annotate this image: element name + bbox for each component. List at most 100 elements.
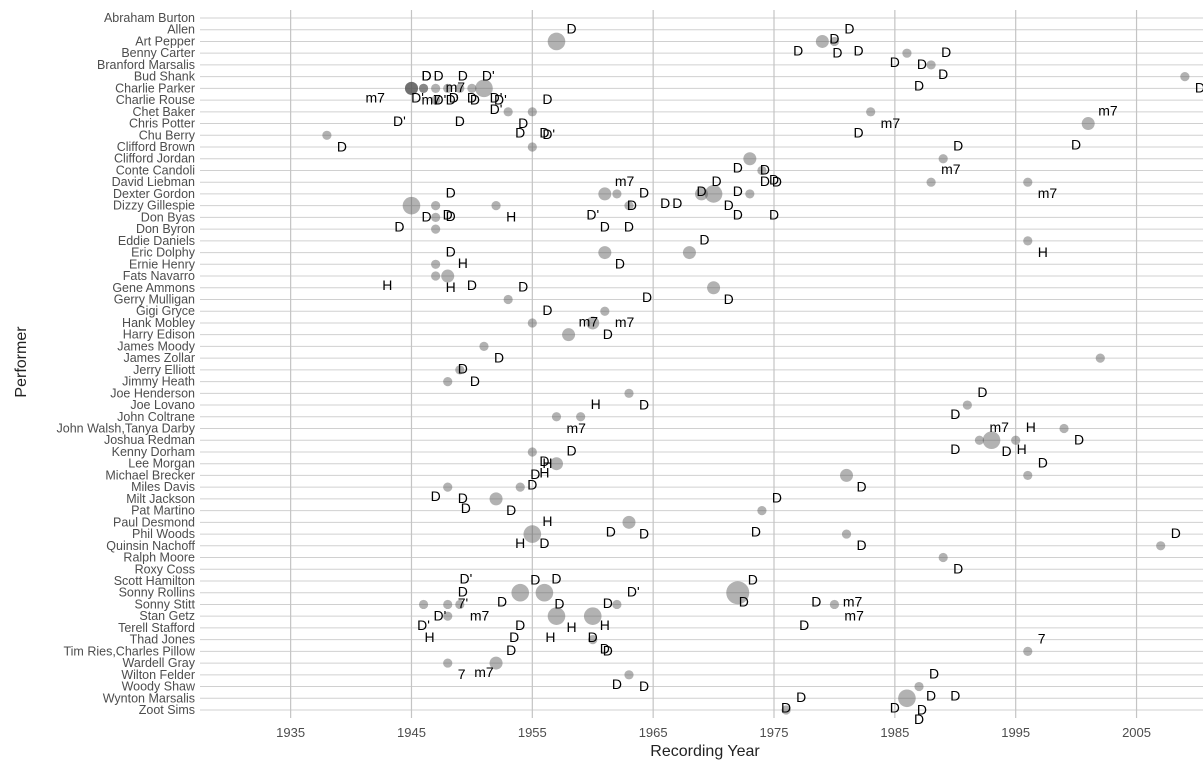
data-point <box>624 670 634 680</box>
data-point <box>840 468 854 482</box>
data-points <box>322 32 1190 715</box>
point-label: D <box>799 617 809 633</box>
y-tick-label: Conte Candoli <box>116 163 195 177</box>
point-label: D <box>890 54 900 70</box>
point-label: D' <box>494 91 507 107</box>
point-label: D <box>748 572 758 588</box>
point-label: H <box>1026 419 1036 435</box>
point-label: m7 <box>844 607 864 623</box>
data-point <box>1011 435 1021 445</box>
point-label: D <box>588 629 598 645</box>
x-tick-label: 1935 <box>276 725 305 740</box>
point-label: D <box>724 291 734 307</box>
point-label: m7 <box>615 314 635 330</box>
point-label: D <box>832 44 842 60</box>
point-label: D <box>470 373 480 389</box>
point-label: D <box>751 523 761 539</box>
data-point <box>443 83 453 93</box>
data-point <box>402 196 421 215</box>
data-point <box>455 599 465 610</box>
point-label: D <box>603 326 613 342</box>
point-label: D <box>455 113 465 129</box>
y-tick-label: Woody Shaw <box>122 680 196 694</box>
point-label: D <box>639 396 649 412</box>
point-label: D <box>772 173 782 189</box>
point-label: D <box>844 20 854 36</box>
data-point <box>745 189 755 199</box>
point-label: D <box>461 500 471 516</box>
data-point <box>418 83 429 93</box>
data-point <box>1023 236 1033 246</box>
data-point <box>757 506 767 516</box>
data-point <box>431 259 441 269</box>
point-label: m7 <box>881 115 901 131</box>
point-label: D <box>1074 432 1084 448</box>
point-label: D' <box>434 607 447 623</box>
y-axis-label: Performer <box>13 326 30 398</box>
data-point <box>431 83 441 93</box>
y-tick-label: Eddie Daniels <box>118 234 195 248</box>
point-label: D <box>739 594 749 610</box>
data-point <box>695 187 708 201</box>
y-tick-label: Chris Potter <box>129 117 195 131</box>
point-label: D <box>518 115 528 131</box>
point-label: D <box>854 42 864 58</box>
y-tick-label: Gigi Gryce <box>136 304 195 318</box>
point-label: D <box>953 561 963 577</box>
point-label: D <box>829 31 839 47</box>
data-point <box>938 154 948 164</box>
data-point <box>1156 541 1166 551</box>
data-point <box>443 658 453 668</box>
point-label: 7 <box>1038 630 1046 646</box>
y-tick-label: Pat Martino <box>131 504 195 518</box>
point-label: H <box>382 277 392 293</box>
point-label: H <box>600 617 610 633</box>
y-tick-label: Wardell Gray <box>123 656 196 670</box>
y-tick-label: David Liebman <box>112 175 195 189</box>
data-point <box>443 599 453 610</box>
y-tick-label: Clifford Brown <box>117 140 195 154</box>
point-label: D <box>434 67 444 83</box>
point-label: D <box>421 67 431 83</box>
y-tick-label: Wilton Felder <box>121 668 195 682</box>
point-label: D <box>467 277 477 293</box>
point-label: D <box>494 349 504 365</box>
y-tick-label: Scott Hamilton <box>114 574 195 588</box>
point-label: D <box>639 678 649 694</box>
data-point <box>479 341 489 352</box>
point-label: D <box>950 688 960 704</box>
point-label: H <box>1017 441 1027 457</box>
data-point <box>726 581 750 605</box>
data-point <box>404 81 418 95</box>
y-tick-label: Paul Desmond <box>113 515 195 529</box>
point-label: H <box>446 279 456 295</box>
point-label: D <box>914 711 924 727</box>
data-point <box>598 187 612 201</box>
point-label: D <box>518 278 528 294</box>
data-point <box>418 599 429 610</box>
data-point <box>443 482 453 492</box>
point-label: D <box>542 302 552 318</box>
point-label: D <box>530 572 540 588</box>
y-tick-label: Joshua Redman <box>104 433 195 447</box>
y-tick-label: Benny Carter <box>121 46 195 60</box>
point-label: D <box>624 218 634 234</box>
point-label: D <box>539 453 549 469</box>
point-label: D <box>606 523 616 539</box>
point-label: m7 <box>1098 103 1118 119</box>
point-label: D <box>615 256 625 272</box>
point-label: D <box>337 138 347 154</box>
point-label: D <box>769 171 779 187</box>
data-point <box>455 83 465 93</box>
data-point <box>527 447 537 457</box>
point-label: D <box>566 443 576 459</box>
point-label: D <box>769 207 779 223</box>
point-label: H <box>539 465 549 481</box>
x-axis-label: Recording Year <box>650 743 760 760</box>
point-label: D <box>977 384 987 400</box>
y-tick-label: Joe Lovano <box>130 398 195 412</box>
point-label: D <box>539 535 549 551</box>
